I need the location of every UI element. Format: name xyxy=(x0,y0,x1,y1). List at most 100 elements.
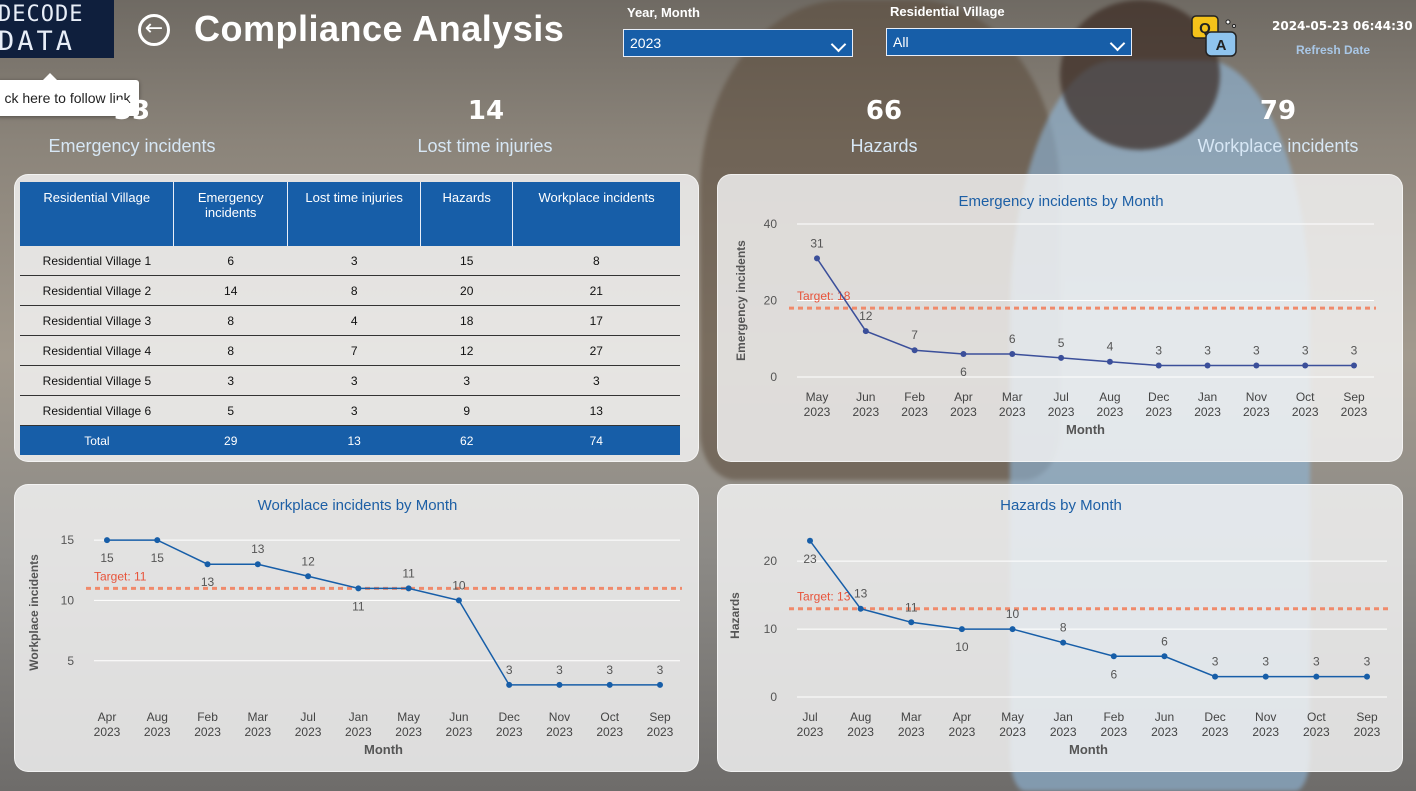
x-tick-label: Feb xyxy=(197,710,218,724)
table-cell: 3 xyxy=(287,365,421,396)
x-tick-label: 2023 xyxy=(295,725,322,739)
village-slicer-label: Residential Village xyxy=(890,4,1005,19)
x-tick-label: 2023 xyxy=(797,725,824,739)
data-label: 12 xyxy=(301,554,315,568)
table-cell: 13 xyxy=(512,395,680,426)
emergency-chart-panel[interactable]: Emergency incidents by Month xyxy=(717,174,1403,462)
workplace-chart-title: Workplace incidents by Month xyxy=(257,497,458,514)
x-tick-label: Dec xyxy=(1148,390,1169,404)
brand-logo[interactable]: DECODE DATA xyxy=(0,0,114,58)
x-tick-label: 2023 xyxy=(898,725,925,739)
data-point xyxy=(960,351,967,358)
data-point xyxy=(305,573,312,580)
data-label: 3 xyxy=(657,663,664,677)
link-tooltip: ck here to follow link xyxy=(0,73,139,116)
x-tick-label: Nov xyxy=(549,710,570,724)
y-tick-label: 40 xyxy=(764,217,778,231)
table-header-hazards[interactable]: Hazards xyxy=(420,182,514,246)
back-arrow-button[interactable]: ← xyxy=(138,14,170,46)
table-cell: 17 xyxy=(512,305,680,336)
x-tick-label: Dec xyxy=(1204,710,1225,724)
table-header-village[interactable]: Residential Village xyxy=(20,182,175,246)
table-row[interactable]: Residential Village 4 8 7 12 27 xyxy=(20,335,680,366)
x-tick-label: 2023 xyxy=(949,725,976,739)
qa-icon[interactable]: Q A xyxy=(1190,14,1240,62)
data-label: 10 xyxy=(1006,607,1020,621)
village-slicer-value: All xyxy=(893,34,909,50)
x-tick-label: 2023 xyxy=(1145,405,1172,419)
data-label: 15 xyxy=(100,551,114,565)
x-tick-label: 2023 xyxy=(1252,725,1279,739)
x-tick-label: Jan xyxy=(349,710,368,724)
hazards-chart-title: Hazards by Month xyxy=(1000,497,1122,514)
year-month-slicer[interactable]: 2023 xyxy=(623,29,853,57)
x-tick-label: Aug xyxy=(1099,390,1120,404)
data-label: 3 xyxy=(1262,655,1269,669)
data-label: 6 xyxy=(1161,634,1168,648)
data-label: 3 xyxy=(606,663,613,677)
village-slicer[interactable]: All xyxy=(886,28,1132,56)
table-header-lti[interactable]: Lost time injuries xyxy=(287,182,422,246)
table-total-row: Total 29 13 62 74 xyxy=(20,425,680,455)
table-cell: Residential Village 1 xyxy=(20,246,174,276)
table-cell: 5 xyxy=(173,395,288,426)
table-total-cell: Total xyxy=(20,425,174,455)
table-cell: Residential Village 4 xyxy=(20,335,174,366)
table-row[interactable]: Residential Village 3 8 4 18 17 xyxy=(20,305,680,336)
hazards-chart[interactable]: 0 10 20 Hazards Target: 13 23 13 11 10 10 8 6 6 3 3 3 3 J… xyxy=(717,484,1403,772)
kpi-emergency-label: Emergency incidents xyxy=(48,136,216,156)
kpi-hazards-value: 66 xyxy=(865,96,903,126)
table-cell: Residential Village 6 xyxy=(20,395,174,426)
data-point xyxy=(455,597,462,604)
hazards-chart-panel[interactable]: Hazards by Month xyxy=(717,484,1403,772)
data-label: 13 xyxy=(201,575,215,589)
data-point xyxy=(254,561,261,568)
x-tick-label: 2023 xyxy=(244,725,271,739)
table-header-emergency[interactable]: Emergency incidents xyxy=(173,182,289,246)
data-label: 12 xyxy=(859,309,873,323)
x-tick-label: 2023 xyxy=(1194,405,1221,419)
data-label: 3 xyxy=(506,663,513,677)
table-cell: 9 xyxy=(420,395,513,426)
table-total-cell: 29 xyxy=(173,425,288,455)
x-tick-label: 2023 xyxy=(852,405,879,419)
table-row[interactable]: Residential Village 2 14 8 20 21 xyxy=(20,275,680,306)
x-axis-label: Month xyxy=(1066,422,1105,437)
data-point xyxy=(1302,362,1309,369)
x-tick-label: Oct xyxy=(600,710,619,724)
data-point xyxy=(1058,354,1065,361)
data-point xyxy=(606,681,613,688)
workplace-chart[interactable]: 5 10 15 Workplace incidents Target: 11 15 15 13… xyxy=(14,484,699,772)
refresh-timestamp: 2024-05-23 06:44:30 xyxy=(1272,19,1413,33)
table-total-cell: 62 xyxy=(420,425,513,455)
table-cell: 21 xyxy=(512,275,680,306)
data-point xyxy=(1351,362,1357,369)
x-tick-label: 2023 xyxy=(647,725,674,739)
x-tick-label: Jul xyxy=(300,710,315,724)
workplace-chart-panel[interactable]: Workplace incidents by Month xyxy=(14,484,699,772)
data-point xyxy=(1009,626,1016,633)
table-cell: 14 xyxy=(173,275,288,306)
table-row[interactable]: Residential Village 1 6 3 15 8 xyxy=(20,246,680,276)
arrow-left-icon: ← xyxy=(144,16,164,41)
x-tick-label: 2023 xyxy=(94,725,121,739)
table-row[interactable]: Residential Village 6 5 3 9 13 xyxy=(20,395,680,426)
emergency-chart[interactable]: 0 20 40 Emergency incidents Target: 18 31 12 7 6… xyxy=(717,174,1403,462)
y-tick-label: 5 xyxy=(67,654,74,668)
x-axis-label: Month xyxy=(1069,742,1108,757)
y-tick-label: 10 xyxy=(764,622,778,636)
x-tick-label: Jul xyxy=(1053,390,1068,404)
x-tick-label: 2023 xyxy=(901,405,928,419)
y-axis-label: Emergency incidents xyxy=(734,240,748,361)
x-tick-label: Apr xyxy=(954,390,973,404)
village-summary-table: Residential Village Emergency incidents … xyxy=(20,182,680,455)
logo-line1: DECODE xyxy=(0,2,84,27)
kpi-lti-label: Lost time injuries xyxy=(417,136,553,156)
y-axis-label: Hazards xyxy=(728,592,742,639)
table-cell: 20 xyxy=(420,275,513,306)
data-label: 11 xyxy=(905,600,918,614)
x-tick-label: 2023 xyxy=(1292,405,1319,419)
table-cell: 3 xyxy=(173,365,288,396)
table-row[interactable]: Residential Village 5 3 3 3 3 xyxy=(20,365,680,396)
table-header-workplace[interactable]: Workplace incidents xyxy=(512,182,680,246)
